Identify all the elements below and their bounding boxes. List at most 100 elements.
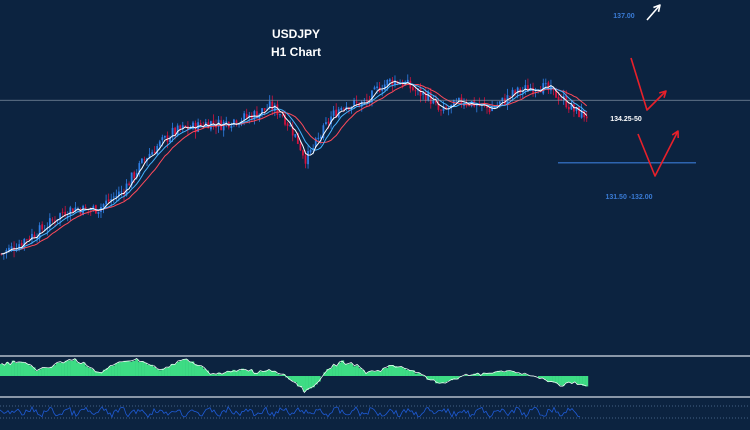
oscillator-bar [194, 364, 198, 376]
oscillator-bar [496, 370, 500, 376]
candle-body [560, 99, 563, 100]
oscillator-bar [244, 369, 248, 376]
candle-body [355, 101, 358, 103]
oscillator-bar [52, 365, 57, 376]
candle-body [10, 246, 13, 249]
oscillator-bar [55, 362, 59, 376]
oscillator-bar [49, 366, 54, 376]
oscillator-bar [108, 366, 112, 376]
candle-body [110, 198, 113, 201]
oscillator-bar [223, 372, 227, 376]
candle-body [340, 107, 343, 111]
chart-subtitle: H1 Chart [271, 45, 321, 59]
oscillator-bar [446, 376, 451, 382]
oscillator-bar [346, 364, 351, 376]
candle-body [125, 183, 128, 196]
candle-body [411, 87, 414, 91]
oscillator-bar [402, 368, 406, 376]
oscillator-bar [538, 376, 542, 379]
candle-body [138, 163, 141, 174]
candle-body [353, 100, 355, 106]
candle-body [273, 105, 276, 111]
oscillator-bar [458, 376, 462, 377]
candle-body [281, 115, 284, 117]
candle-body [422, 91, 424, 95]
oscillator-bar [443, 376, 448, 383]
candle-body [294, 134, 297, 137]
oscillator-bar [202, 368, 206, 376]
oscillator-bar [579, 376, 583, 385]
oscillator-bar [99, 372, 104, 376]
oscillator-bar [261, 371, 265, 376]
oscillator-bar [305, 376, 309, 391]
oscillator-bar [585, 376, 589, 387]
oscillator-bar [85, 366, 89, 376]
oscillator-bar [291, 376, 295, 382]
candle-body [555, 88, 557, 98]
candle-body [307, 151, 309, 165]
candle-body [578, 106, 580, 118]
oscillator-bar [546, 376, 550, 382]
oscillator-bar [373, 371, 377, 376]
oscillator-bar [161, 368, 165, 376]
candle-body [8, 247, 10, 252]
candle-body [406, 79, 409, 83]
oscillator-bar [335, 365, 339, 376]
signal-panel [0, 405, 750, 419]
candle-body [312, 148, 315, 150]
oscillator-bar [273, 371, 277, 376]
candle-body [166, 135, 169, 142]
candle-body [493, 107, 496, 108]
oscillator-bar [44, 367, 48, 376]
candle-body [427, 91, 430, 101]
oscillator-bar [405, 369, 409, 376]
oscillator-bar [196, 365, 201, 376]
candle-body [268, 101, 271, 109]
oscillator-bar [270, 370, 274, 376]
candle-body [511, 89, 514, 97]
oscillator-bar [423, 376, 427, 377]
candle-body [230, 125, 233, 129]
oscillator-bar [5, 362, 10, 376]
candle-body [31, 233, 33, 240]
candle-body [148, 153, 151, 158]
oscillator-bar [455, 376, 459, 380]
candle-body [33, 234, 36, 239]
candle-body [261, 108, 263, 115]
oscillator-bar [482, 373, 486, 376]
oscillator-bar [241, 368, 245, 376]
oscillator-bar [229, 371, 233, 376]
oscillator-bar [379, 371, 383, 376]
oscillator-bar [114, 363, 118, 376]
candle-body [38, 225, 41, 239]
oscillator-bar [540, 376, 545, 379]
oscillator-bar [73, 359, 77, 376]
oscillator-bar [573, 376, 577, 383]
oscillator-bar [311, 376, 315, 388]
candle-body [567, 107, 570, 110]
white-arrow-target [646, 4, 661, 21]
oscillator-bar [426, 376, 430, 380]
oscillator-bar [414, 373, 418, 376]
oscillator-bar [388, 365, 392, 376]
candle-body [156, 146, 159, 154]
oscillator-bar [296, 376, 301, 387]
candle-body [491, 107, 494, 112]
candle-body [365, 99, 368, 102]
candle-body [432, 100, 435, 104]
oscillator-bar [411, 370, 415, 376]
candle-body [319, 136, 322, 139]
candle-body [304, 155, 307, 164]
oscillator-bar [490, 372, 495, 376]
oscillator-bar [47, 367, 51, 376]
slow-ma-line [1, 83, 588, 255]
candle-body [171, 127, 174, 138]
oscillator-bar [526, 375, 530, 376]
candle-body [381, 90, 384, 91]
oscillator-bar [152, 366, 157, 376]
oscillator-bar [502, 372, 506, 376]
oscillator-bar [332, 364, 336, 376]
candle-body [92, 206, 95, 210]
oscillator-bar [185, 359, 189, 376]
candle-body [120, 191, 123, 193]
